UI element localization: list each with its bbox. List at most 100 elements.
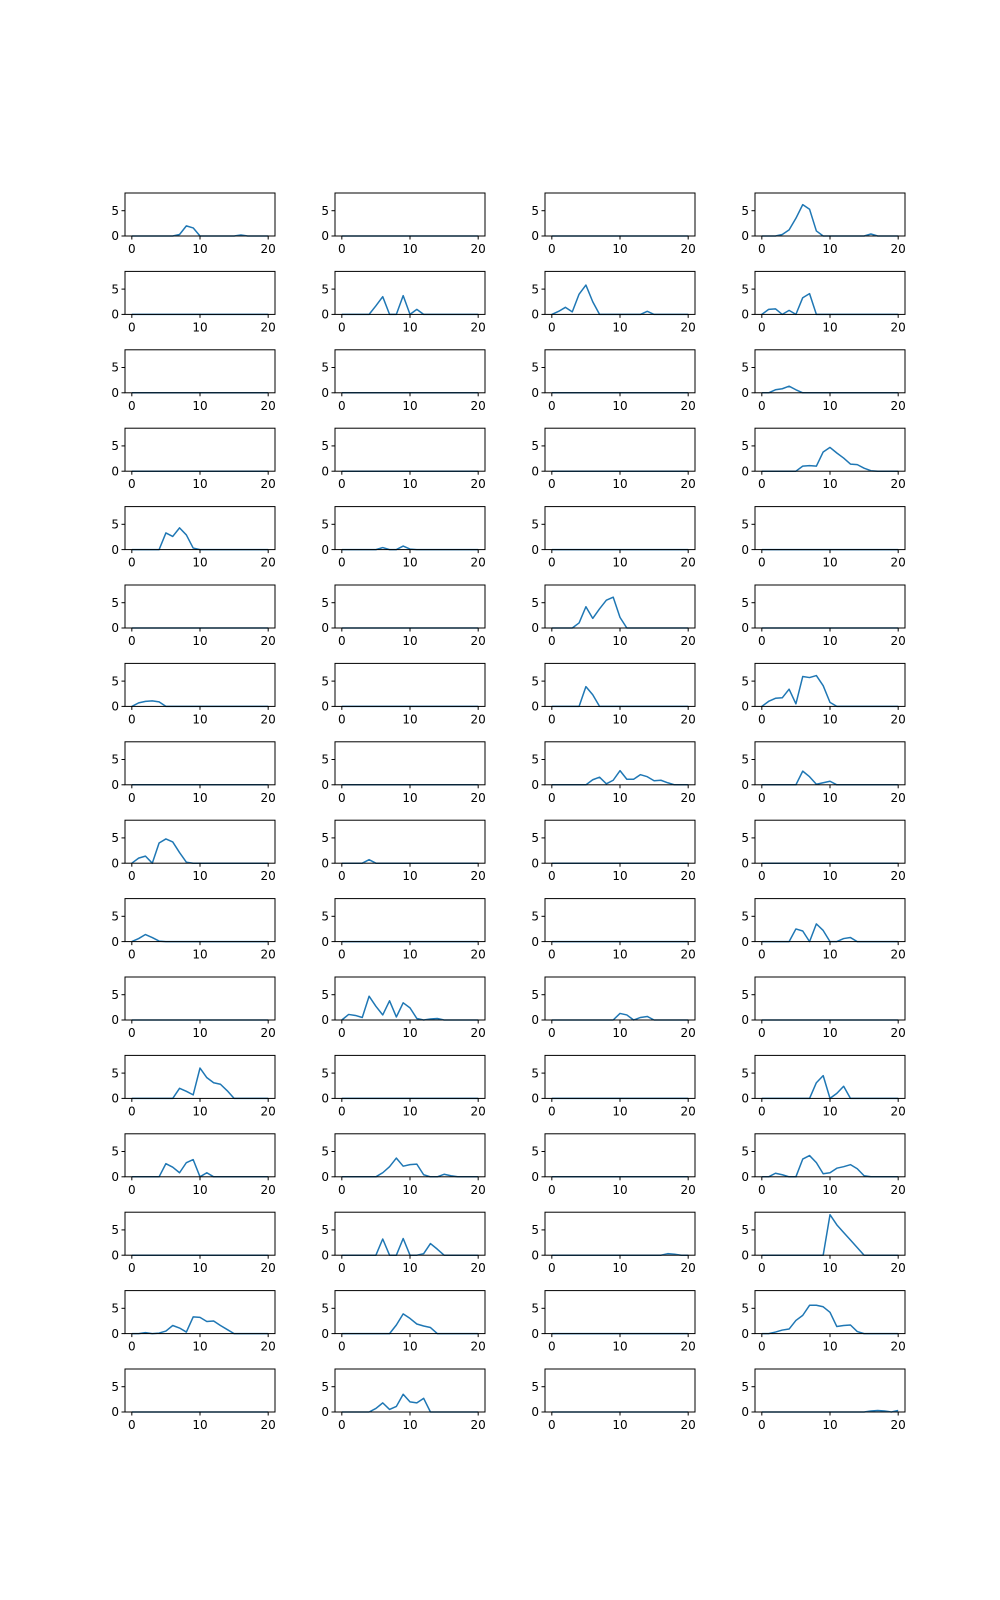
- y-tick-label: 5: [741, 988, 749, 1002]
- series-line: [551, 596, 689, 629]
- axes-frame: [544, 898, 696, 943]
- y-tick-label: 5: [531, 204, 539, 218]
- subplot-4: 0 10 20 0 5: [741, 192, 906, 256]
- y-tick-label: 0: [111, 464, 119, 478]
- y-tick-label: 5: [741, 439, 749, 453]
- y-tick-label: 0: [741, 778, 749, 792]
- series-line: [761, 385, 899, 394]
- x-tick-label: 10: [822, 320, 837, 334]
- x-tick-label: 10: [822, 712, 837, 726]
- series-line: [551, 685, 689, 708]
- subplot-19: 0 10 20 0 5: [531, 506, 696, 570]
- series-line: [341, 294, 479, 316]
- x-tick-label: 10: [402, 712, 417, 726]
- subplot-39: 0 10 20 0 5: [531, 898, 696, 962]
- y-tick-label: 0: [111, 935, 119, 949]
- x-tick-label: 0: [548, 1104, 556, 1118]
- y-tick-label: 5: [741, 1380, 749, 1394]
- y-tick-label: 5: [111, 282, 119, 296]
- x-tick-label: 20: [681, 242, 696, 256]
- y-tick-label: 0: [111, 1092, 119, 1106]
- x-tick-label: 20: [471, 556, 486, 570]
- x-tick-label: 0: [338, 1261, 346, 1275]
- x-tick-label: 20: [471, 948, 486, 962]
- y-tick-label: 0: [531, 1092, 539, 1106]
- x-tick-label: 10: [402, 1183, 417, 1197]
- x-tick-label: 0: [338, 712, 346, 726]
- x-tick-label: 10: [612, 1261, 627, 1275]
- axes-frame: [334, 741, 486, 786]
- y-tick-label: 0: [111, 778, 119, 792]
- subplot-25: 0 10 20 0 5: [111, 662, 276, 726]
- axes-frame: [124, 349, 276, 394]
- y-tick-label: 5: [111, 204, 119, 218]
- series-line: [761, 1213, 899, 1256]
- x-tick-label: 0: [128, 1418, 136, 1432]
- x-tick-label: 0: [548, 1418, 556, 1432]
- y-tick-label: 5: [531, 674, 539, 688]
- y-tick-label: 5: [111, 1066, 119, 1080]
- x-tick-label: 0: [128, 242, 136, 256]
- y-tick-label: 5: [111, 361, 119, 375]
- axes-frame: [754, 270, 906, 315]
- y-tick-label: 0: [741, 1092, 749, 1106]
- subplot-13: 0 10 20 0 5: [111, 427, 276, 491]
- axes-frame: [334, 1054, 486, 1099]
- y-tick-label: 5: [321, 1223, 329, 1237]
- series-line: [131, 1316, 269, 1335]
- x-tick-label: 0: [338, 242, 346, 256]
- x-tick-label: 10: [822, 477, 837, 491]
- subplot-22: 0 10 20 0 5: [321, 584, 486, 648]
- x-tick-label: 10: [402, 1261, 417, 1275]
- axes-frame: [754, 192, 906, 237]
- x-tick-label: 0: [338, 556, 346, 570]
- x-tick-label: 0: [758, 1104, 766, 1118]
- x-tick-label: 0: [338, 869, 346, 883]
- series-line: [131, 1067, 269, 1100]
- subplot-58: 0 10 20 0 5: [321, 1290, 486, 1354]
- x-tick-label: 10: [192, 1026, 207, 1040]
- axes-frame: [544, 1054, 696, 1099]
- x-tick-label: 10: [402, 1340, 417, 1354]
- y-tick-label: 0: [531, 229, 539, 243]
- subplot-21: 0 10 20 0 5: [111, 584, 276, 648]
- axes-frame: [124, 1368, 276, 1413]
- y-tick-label: 0: [741, 1170, 749, 1184]
- y-tick-label: 5: [741, 831, 749, 845]
- x-tick-label: 20: [261, 1261, 276, 1275]
- series-line: [341, 1157, 479, 1178]
- y-tick-label: 0: [111, 1013, 119, 1027]
- axes-frame: [334, 1211, 486, 1256]
- x-tick-label: 10: [612, 477, 627, 491]
- axes-frame: [124, 741, 276, 786]
- axes-frame: [754, 506, 906, 551]
- y-tick-label: 0: [531, 856, 539, 870]
- y-tick-label: 0: [531, 1170, 539, 1184]
- axes-frame: [544, 662, 696, 707]
- x-tick-label: 0: [758, 1418, 766, 1432]
- x-tick-label: 0: [758, 712, 766, 726]
- axes-frame: [124, 506, 276, 551]
- axes-frame: [544, 1368, 696, 1413]
- subplot-63: 0 10 20 0 5: [531, 1368, 696, 1432]
- y-tick-label: 0: [741, 543, 749, 557]
- axes-frame: [754, 1133, 906, 1178]
- subplot-17: 0 10 20 0 5: [111, 506, 276, 570]
- x-tick-label: 20: [471, 399, 486, 413]
- series-line: [551, 769, 689, 786]
- x-tick-label: 20: [261, 1340, 276, 1354]
- subplot-54: 0 10 20 0 5: [321, 1211, 486, 1275]
- x-tick-label: 10: [192, 1183, 207, 1197]
- x-tick-label: 10: [402, 1418, 417, 1432]
- subplot-51: 0 10 20 0 5: [531, 1133, 696, 1197]
- x-tick-label: 10: [192, 948, 207, 962]
- x-tick-label: 10: [192, 242, 207, 256]
- x-tick-label: 20: [261, 948, 276, 962]
- x-tick-label: 0: [338, 1104, 346, 1118]
- x-tick-label: 0: [758, 791, 766, 805]
- axes-frame: [334, 1290, 486, 1335]
- subplot-34: 0 10 20 0 5: [321, 819, 486, 883]
- axes-frame: [754, 584, 906, 629]
- x-tick-label: 20: [681, 712, 696, 726]
- y-tick-label: 0: [111, 386, 119, 400]
